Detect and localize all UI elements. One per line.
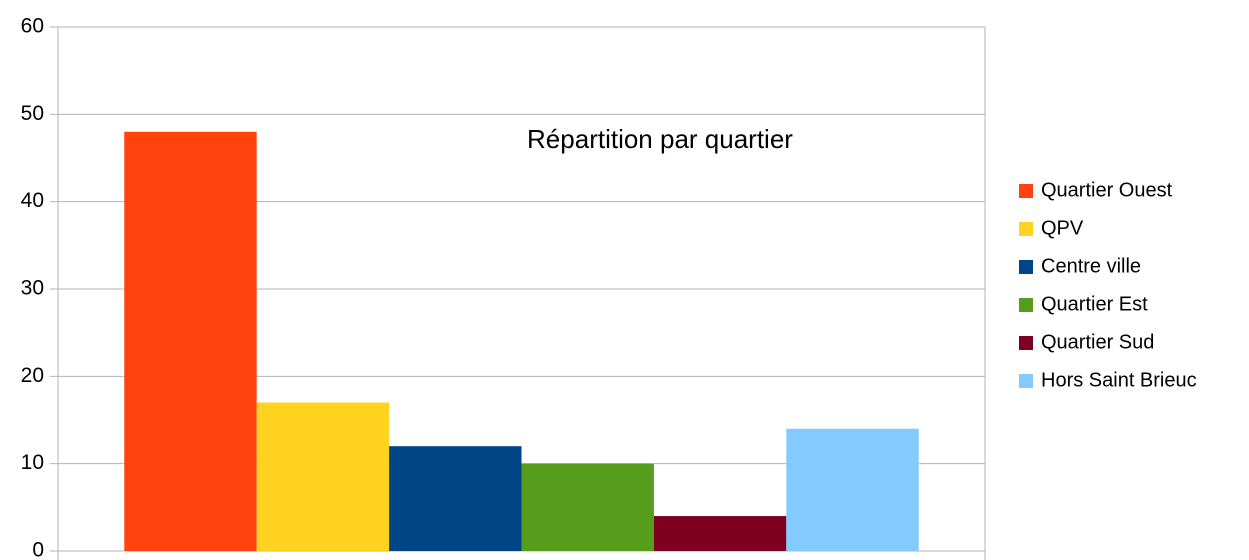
legend-label: Hors Saint Brieuc xyxy=(1041,369,1197,391)
bar xyxy=(256,402,390,551)
bar xyxy=(786,428,919,551)
y-tick-label: 0 xyxy=(32,539,44,560)
legend-swatch xyxy=(1019,222,1033,236)
y-tick-label: 40 xyxy=(21,189,44,212)
bar xyxy=(389,446,522,551)
legend-swatch xyxy=(1019,298,1033,312)
legend-label: Quartier Est xyxy=(1041,293,1148,315)
legend-label: QPV xyxy=(1041,217,1084,239)
y-tick-label: 30 xyxy=(21,277,44,300)
y-tick-label: 50 xyxy=(21,102,44,125)
bar xyxy=(521,463,654,551)
bar xyxy=(653,516,787,551)
legend-label: Quartier Ouest xyxy=(1041,179,1173,201)
chart-title: Répartition par quartier xyxy=(527,124,793,154)
bar xyxy=(124,131,257,552)
legend-swatch xyxy=(1019,260,1033,274)
legend-label: Quartier Sud xyxy=(1041,331,1154,353)
y-tick-label: 60 xyxy=(21,15,44,38)
legend-swatch xyxy=(1019,374,1033,388)
y-tick-label: 20 xyxy=(21,364,44,387)
legend-swatch xyxy=(1019,184,1033,198)
legend-swatch xyxy=(1019,336,1033,350)
y-tick-label: 10 xyxy=(21,451,44,474)
legend-label: Centre ville xyxy=(1041,255,1141,277)
